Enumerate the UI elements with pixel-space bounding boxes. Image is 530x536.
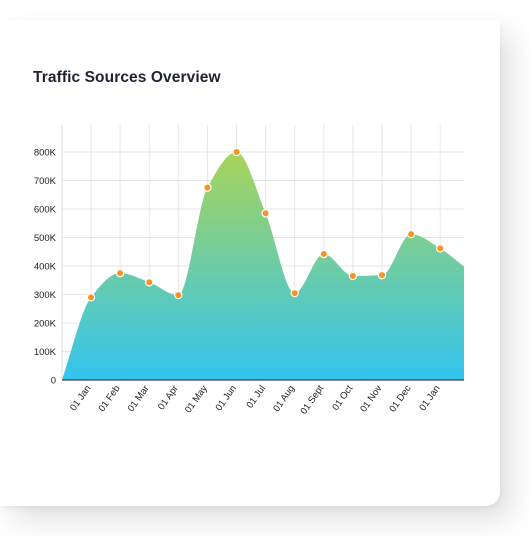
y-tick-label: 700K [34,176,57,187]
area-fill [62,152,464,380]
area-series [62,152,464,380]
y-tick-label: 800K [34,148,57,159]
x-tick-label: 01 Sept [298,383,326,416]
y-tick-label: 100K [34,347,57,358]
data-point [174,290,183,300]
x-tick-label: 01 May [183,383,210,415]
data-point [436,244,445,253]
x-tick-label: 01 Nov [358,383,384,414]
data-point [377,270,387,280]
x-tick-label: 01 Jun [214,383,239,413]
x-tick-label: 01 Feb [97,383,123,414]
x-tick-label: 01 Jan [417,383,442,413]
data-point [319,249,328,259]
x-tick-label: 01 Mar [126,383,152,414]
data-point [232,147,241,157]
chart-title: Traffic Sources Overview [33,69,221,86]
y-tick-label: 600K [34,205,57,216]
x-tick-label: 01 Jul [245,383,269,410]
data-point [86,293,96,302]
data-point [115,268,125,278]
data-point [144,278,154,287]
x-tick-label: 01 Jan [68,383,93,413]
data-point [290,288,299,298]
x-tick-label: 01 Apr [156,383,181,412]
data-point [203,183,212,192]
data-point [348,271,358,281]
y-tick-label: 500K [34,233,57,244]
x-tick-label: 01 Dec [387,383,413,414]
x-tick-label: 01 Oct [330,383,355,413]
x-axis: 01 Jan 01 Feb 01 Mar 01 Apr 01 May 01 Jun 01 J… [62,379,464,417]
y-tick-label: 0 [51,376,56,387]
y-axis: 0 100K 200K 300K 400K 500K 600K 700K 800K [34,125,63,387]
data-points [86,147,445,302]
data-point [406,229,416,239]
x-tick-label: 01 Aug [271,383,297,414]
y-tick-label: 200K [34,319,57,330]
y-tick-label: 300K [34,290,57,301]
data-point [261,209,270,218]
y-tick-label: 400K [34,262,57,273]
